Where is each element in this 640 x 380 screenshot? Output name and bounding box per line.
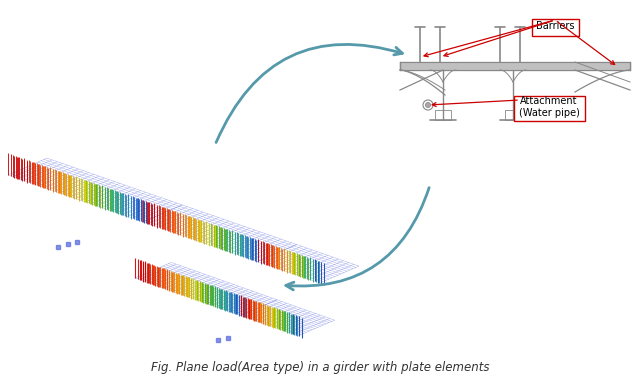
Text: Attachment
(Water pipe): Attachment (Water pipe) <box>518 96 579 118</box>
Polygon shape <box>400 62 630 70</box>
Bar <box>435 110 451 120</box>
FancyBboxPatch shape <box>513 95 584 120</box>
FancyBboxPatch shape <box>531 19 579 35</box>
Bar <box>505 110 521 120</box>
Text: Fig. Plane load(Area type) in a girder with plate elements: Fig. Plane load(Area type) in a girder w… <box>151 361 489 375</box>
Text: Barriers: Barriers <box>536 21 574 31</box>
Circle shape <box>423 100 433 110</box>
Circle shape <box>426 103 431 108</box>
